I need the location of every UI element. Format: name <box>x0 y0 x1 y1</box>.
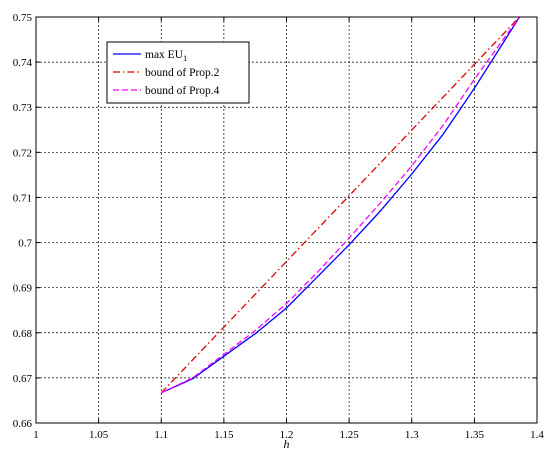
series-group <box>160 16 521 394</box>
y-tick-label: 0.68 <box>13 328 33 340</box>
y-tick-label: 0.7 <box>18 238 32 250</box>
y-tick-label: 0.75 <box>13 12 33 24</box>
legend-label: bound of Prop.4 <box>145 85 220 97</box>
x-axis-label: h <box>284 437 290 451</box>
y-ticks: 0.66 0.67 0.68 0.69 0.7 0.71 0.72 0.73 0.74 0.75 <box>13 12 537 430</box>
legend-label: bound of Prop.2 <box>145 67 220 79</box>
y-tick-label: 0.67 <box>13 373 33 385</box>
x-tick-label: 1.2 <box>280 429 294 441</box>
x-tick-label: 1 <box>33 429 39 441</box>
x-tick-label: 1.05 <box>89 429 109 441</box>
x-tick-label: 1.15 <box>214 429 234 441</box>
legend-label: max EU1 <box>145 49 187 63</box>
legend: max EU1 bound of Prop.2 bound of Prop.4 <box>106 41 250 104</box>
y-tick-label: 0.66 <box>13 418 33 430</box>
x-tick-label: 1.4 <box>530 429 544 441</box>
y-tick-label: 0.74 <box>13 57 33 69</box>
y-tick-label: 0.73 <box>13 102 33 114</box>
y-tick-label: 0.69 <box>13 283 33 295</box>
x-tick-label: 1.1 <box>154 429 168 441</box>
x-ticks: 1 1.05 1.1 1.15 1.2 1.25 1.3 1.35 1.4 <box>33 17 544 441</box>
x-tick-label: 1.25 <box>340 429 360 441</box>
series-line-2 <box>161 16 521 394</box>
grid <box>36 17 537 423</box>
series-line-0 <box>161 16 521 394</box>
x-tick-label: 1.35 <box>465 429 485 441</box>
y-tick-label: 0.72 <box>13 147 32 159</box>
y-tick-label: 0.71 <box>13 192 32 204</box>
legend-subscript: 1 <box>183 53 187 63</box>
x-tick-label: 1.3 <box>405 429 419 441</box>
